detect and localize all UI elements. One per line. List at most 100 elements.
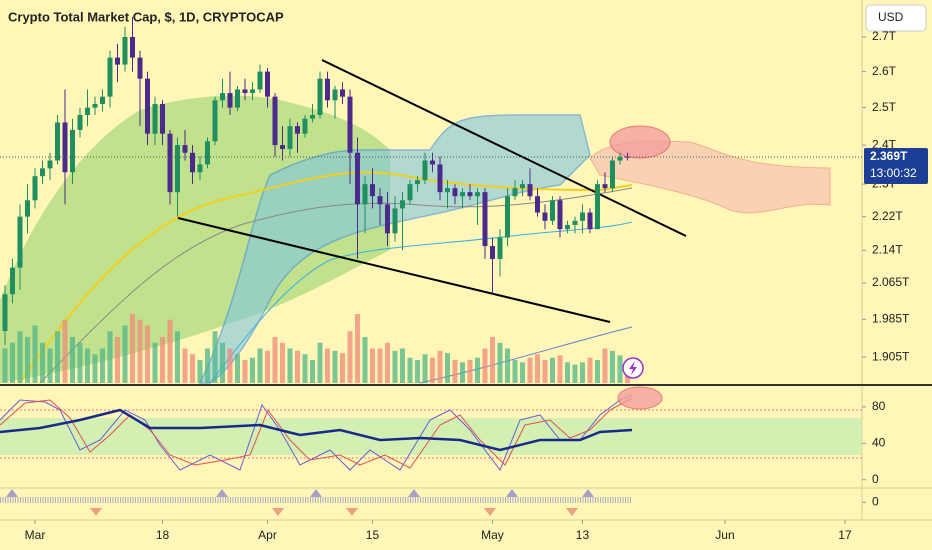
candle-body (70, 129, 76, 173)
candle-body (17, 216, 23, 268)
candle-body (77, 114, 83, 130)
volume-bar (302, 354, 308, 383)
volume-bar (62, 319, 68, 383)
candle-body (227, 93, 233, 108)
x-tick-label: Apr (258, 528, 277, 542)
volume-bar (557, 355, 563, 383)
candle-body (564, 224, 570, 230)
y-tick-label: 2.22T (872, 209, 903, 223)
volume-bar (212, 331, 218, 383)
candle-body (317, 78, 323, 115)
candle-body (159, 103, 165, 134)
volume-bar (497, 342, 503, 383)
volume-bar (354, 314, 360, 383)
ma-line (39, 187, 633, 384)
candle-body (219, 93, 225, 101)
volume-bar (594, 360, 600, 383)
candle-body (347, 96, 353, 153)
y-tick-label: 2.065T (872, 275, 910, 289)
candle-body (212, 100, 218, 142)
volume-bar (414, 360, 420, 383)
candle-body (392, 208, 398, 234)
volume-bar (542, 360, 548, 383)
chart-title: Crypto Total Market Cap, $, 1D, CRYPTOCA… (8, 9, 284, 24)
volume-bar (122, 325, 128, 383)
volume-bar (444, 353, 450, 383)
volume-bar (384, 342, 390, 383)
x-tick-label: 15 (366, 528, 380, 542)
candle-body (339, 89, 345, 97)
y-tick-label: 2.14T (872, 243, 903, 257)
candle-body (107, 57, 113, 97)
volume-bar (369, 348, 375, 383)
volume-bar (47, 348, 53, 383)
volume-bar (332, 350, 338, 383)
volume-bar (504, 348, 510, 383)
candle-body (257, 71, 263, 90)
candle-body (99, 96, 105, 104)
osc-band (0, 418, 862, 455)
trend-line (321, 59, 687, 237)
candle-body (144, 78, 150, 134)
candle-body (444, 188, 450, 193)
candle-body (152, 103, 158, 134)
candle-body (467, 192, 473, 197)
volume-bar (25, 337, 31, 383)
candle-body (167, 133, 173, 193)
volume-bar (55, 331, 61, 383)
candle-body (129, 36, 135, 58)
candle-body (242, 89, 248, 94)
y-tick-label: 2.6T (872, 64, 897, 78)
volume-bar (422, 354, 428, 383)
volume-bar (512, 360, 518, 383)
volume-bar (257, 348, 263, 383)
candle-body (452, 188, 458, 197)
volume-bar (609, 350, 615, 383)
candle-body (272, 96, 278, 146)
candle-body (422, 160, 428, 181)
volume-bar (617, 355, 623, 383)
candle-body (587, 212, 593, 230)
candle-body (249, 89, 255, 94)
volume-bar (77, 342, 83, 383)
y-tick-label: 1.985T (872, 312, 910, 326)
x-tick-label: May (481, 528, 504, 542)
candle-body (549, 200, 555, 221)
currency-button[interactable] (865, 4, 927, 32)
candle-body (482, 192, 488, 247)
y-tick-label: 1.905T (872, 349, 910, 363)
candle-body (234, 89, 240, 108)
candle-body (309, 114, 315, 119)
osc-tick-label: 80 (872, 399, 886, 413)
candle-body (504, 196, 510, 238)
candle-body (407, 184, 413, 201)
candle-body (369, 184, 375, 197)
candle-body (437, 164, 443, 193)
volume-bar (137, 319, 143, 383)
volume-bar (579, 362, 585, 383)
x-tick-label: 13 (576, 528, 590, 542)
candle-body (62, 122, 68, 173)
candle-body (302, 118, 308, 134)
candle-body (617, 156, 623, 161)
candle-body (197, 164, 203, 173)
volume-bar (182, 348, 188, 383)
candle-body (189, 152, 195, 173)
x-tick-label: 18 (156, 528, 170, 542)
volume-bar (362, 337, 368, 383)
volume-bar (459, 362, 465, 383)
volume-bar (107, 331, 113, 383)
last-price-box (864, 148, 928, 185)
volume-bar (489, 337, 495, 383)
volume-bar (189, 354, 195, 383)
candle-body (174, 145, 180, 193)
volume-bar (272, 337, 278, 383)
y-tick-label: 2.7T (872, 29, 897, 43)
candle-body (332, 89, 338, 101)
volume-bar (10, 342, 16, 383)
volume-bar (70, 337, 76, 383)
volume-bar (407, 357, 413, 383)
candle-body (519, 184, 525, 189)
ma-line (209, 221, 633, 384)
